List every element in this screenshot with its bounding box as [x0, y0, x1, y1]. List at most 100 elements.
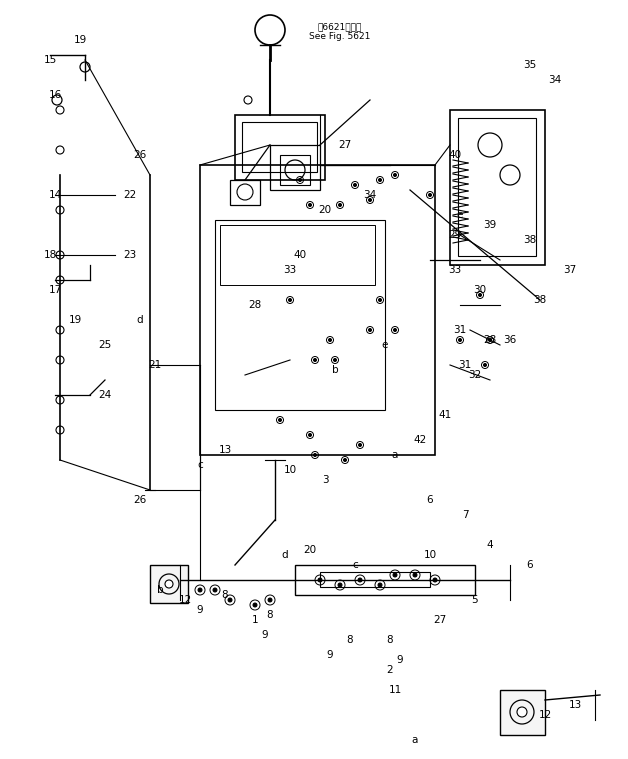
Text: 19: 19 [73, 35, 87, 45]
Text: c: c [197, 460, 203, 470]
Circle shape [484, 364, 487, 367]
Text: 30: 30 [474, 285, 487, 295]
Text: b: b [157, 585, 163, 595]
Text: b: b [332, 365, 338, 375]
Bar [458, 118, 536, 256]
Text: 8: 8 [387, 635, 393, 645]
Text: 16: 16 [48, 90, 62, 100]
Circle shape [313, 358, 317, 361]
Text: 14: 14 [48, 190, 62, 200]
Text: 6: 6 [527, 560, 533, 570]
Circle shape [328, 339, 332, 342]
Text: e: e [457, 210, 463, 220]
Circle shape [298, 178, 301, 181]
Circle shape [56, 251, 64, 259]
Circle shape [56, 396, 64, 404]
Text: 囶6621囶参照
See Fig. 5621: 囶6621囶参照 See Fig. 5621 [310, 22, 371, 42]
Text: 20: 20 [318, 205, 332, 215]
Text: 22: 22 [123, 190, 137, 200]
Circle shape [378, 583, 382, 587]
Text: 31: 31 [458, 360, 472, 370]
Circle shape [369, 199, 372, 201]
Circle shape [318, 578, 322, 582]
Text: 27: 27 [338, 140, 352, 150]
Text: 8: 8 [222, 590, 229, 600]
Text: 2: 2 [387, 665, 393, 675]
Text: 18: 18 [43, 250, 57, 260]
Text: c: c [352, 560, 358, 570]
Bar [230, 180, 260, 205]
Text: 24: 24 [99, 390, 112, 400]
Text: e: e [382, 340, 388, 350]
Text: 4: 4 [487, 540, 494, 550]
Circle shape [228, 598, 232, 602]
Text: 9: 9 [262, 630, 268, 640]
Circle shape [56, 326, 64, 334]
Text: 32: 32 [468, 370, 482, 380]
Circle shape [213, 588, 217, 592]
Text: d: d [137, 315, 143, 325]
Circle shape [313, 453, 317, 456]
Bar [280, 155, 310, 185]
Text: 23: 23 [123, 250, 137, 260]
Text: 37: 37 [563, 265, 577, 275]
Circle shape [308, 203, 311, 206]
Circle shape [359, 443, 362, 446]
Text: 13: 13 [568, 700, 582, 710]
Circle shape [369, 329, 372, 332]
Circle shape [308, 433, 311, 436]
Text: 36: 36 [504, 335, 517, 345]
Bar [500, 690, 545, 735]
Text: 39: 39 [484, 220, 497, 230]
Text: 41: 41 [438, 410, 452, 420]
Circle shape [56, 426, 64, 434]
Circle shape [165, 580, 173, 588]
Circle shape [479, 294, 482, 297]
Text: 6: 6 [426, 495, 433, 505]
Text: 13: 13 [219, 445, 232, 455]
Text: 8: 8 [347, 635, 354, 645]
Circle shape [428, 194, 431, 197]
Text: 12: 12 [178, 595, 192, 605]
Text: 28: 28 [249, 300, 262, 310]
Text: 28: 28 [484, 335, 497, 345]
Text: 34: 34 [364, 190, 377, 200]
Text: 5: 5 [472, 595, 479, 605]
Circle shape [358, 578, 362, 582]
Text: 19: 19 [68, 315, 82, 325]
Bar [270, 145, 320, 190]
Circle shape [433, 578, 437, 582]
Circle shape [344, 458, 347, 461]
Circle shape [268, 598, 272, 602]
Text: 8: 8 [267, 610, 273, 620]
Circle shape [458, 339, 462, 342]
Text: 7: 7 [462, 510, 468, 520]
Circle shape [338, 583, 342, 587]
Text: 35: 35 [523, 60, 536, 70]
Circle shape [56, 276, 64, 284]
Bar [150, 565, 188, 603]
Bar [220, 225, 375, 285]
Circle shape [338, 203, 342, 206]
Circle shape [56, 146, 64, 154]
Bar [320, 572, 430, 587]
Circle shape [244, 96, 252, 104]
Circle shape [56, 206, 64, 214]
Circle shape [278, 418, 281, 421]
Circle shape [413, 573, 417, 577]
Text: 26: 26 [133, 150, 146, 160]
Text: 26: 26 [133, 495, 146, 505]
Bar [450, 110, 545, 265]
Text: 9: 9 [197, 605, 203, 615]
Circle shape [394, 329, 396, 332]
Circle shape [288, 298, 291, 301]
Text: 12: 12 [538, 710, 551, 720]
Circle shape [379, 298, 381, 301]
Bar [295, 565, 475, 595]
Text: 10: 10 [283, 465, 296, 475]
Text: 9: 9 [397, 655, 403, 665]
Circle shape [56, 106, 64, 114]
Circle shape [56, 356, 64, 364]
Text: 17: 17 [48, 285, 62, 295]
Bar [200, 165, 435, 455]
